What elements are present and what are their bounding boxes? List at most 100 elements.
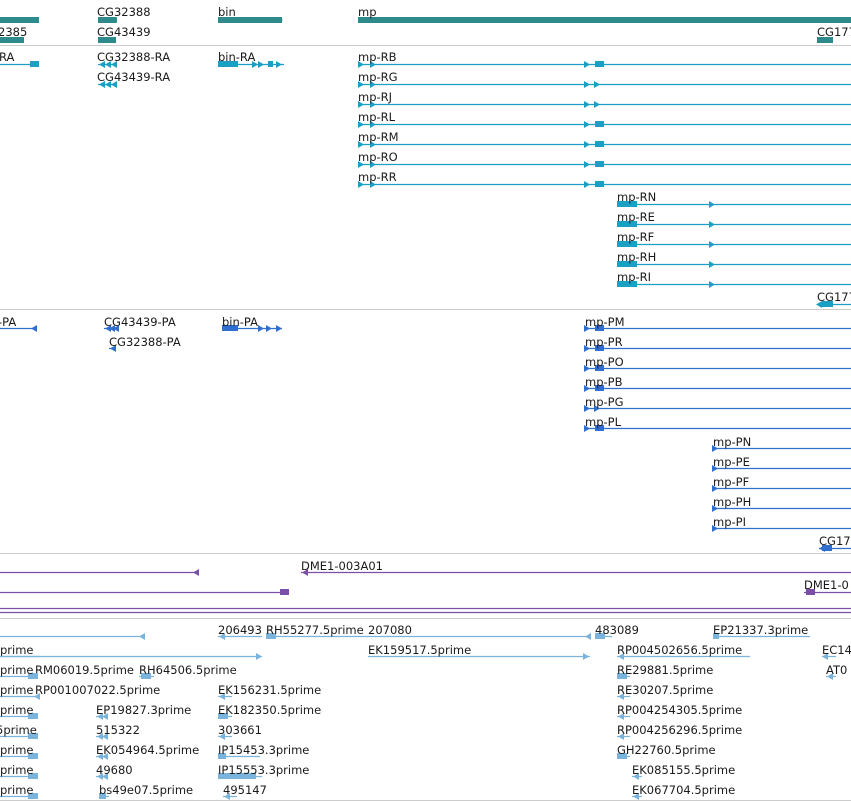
exon-block[interactable] bbox=[806, 589, 815, 595]
transcript-feature[interactable]: mp-RG bbox=[358, 70, 851, 88]
protein-feature[interactable]: mp-PI bbox=[712, 515, 851, 532]
protein-feature[interactable]: -PA bbox=[0, 315, 37, 332]
est-feature[interactable] bbox=[0, 633, 145, 640]
gene-feature[interactable]: mp bbox=[358, 5, 851, 23]
est-feature[interactable]: RE30207.5prime bbox=[617, 683, 713, 700]
est-feature[interactable]: prime bbox=[0, 683, 40, 700]
est-feature[interactable]: EK159517.5prime bbox=[368, 643, 590, 660]
exon-block[interactable] bbox=[218, 773, 256, 779]
exon-block[interactable] bbox=[99, 793, 106, 799]
est-feature[interactable]: prime bbox=[0, 663, 38, 679]
transcript-feature[interactable]: CG177 bbox=[816, 290, 851, 308]
exon-block[interactable] bbox=[595, 365, 604, 371]
gene-bar[interactable] bbox=[98, 17, 116, 23]
protein-feature[interactable]: mp-PN bbox=[712, 435, 851, 452]
protein-feature[interactable]: CG32388-PA bbox=[109, 335, 181, 352]
est-feature[interactable]: RP004254305.5prime bbox=[617, 703, 742, 720]
exon-block[interactable] bbox=[595, 141, 604, 147]
transcript-feature[interactable]: mp-RF bbox=[617, 230, 851, 248]
est-feature[interactable]: RM06019.5prime bbox=[0, 653, 262, 677]
est-feature[interactable]: 495147 bbox=[223, 783, 267, 800]
transcript-feature[interactable]: mp-RE bbox=[617, 210, 851, 228]
protein-feature[interactable]: bin-PA bbox=[222, 315, 282, 332]
transcript-feature[interactable]: mp-RL bbox=[358, 110, 851, 128]
est-feature[interactable]: IP15453.3prime bbox=[218, 743, 309, 759]
exon-block[interactable] bbox=[595, 633, 605, 639]
gene-feature[interactable]: 2385 bbox=[0, 17, 39, 43]
clone-feature[interactable] bbox=[0, 589, 289, 595]
protein-feature[interactable]: mp-PE bbox=[712, 455, 851, 472]
gene-bar[interactable] bbox=[358, 17, 851, 23]
protein-feature[interactable]: mp-PL bbox=[584, 415, 851, 432]
est-feature[interactable]: bs49e07.5prime bbox=[99, 783, 193, 799]
exon-block[interactable] bbox=[713, 633, 719, 639]
exon-block[interactable] bbox=[617, 221, 637, 227]
exon-block[interactable] bbox=[595, 61, 604, 67]
est-feature[interactable]: 483089 bbox=[595, 623, 639, 639]
est-feature[interactable]: EP19827.3prime bbox=[96, 703, 191, 720]
protein-feature[interactable]: mp-PM bbox=[584, 315, 851, 332]
exon-block[interactable] bbox=[595, 121, 604, 127]
est-feature[interactable]: RP001007022.5prime bbox=[35, 683, 160, 698]
exon-block[interactable] bbox=[617, 261, 637, 267]
exon-block[interactable] bbox=[280, 589, 289, 595]
exon-block[interactable] bbox=[218, 61, 238, 67]
est-feature[interactable]: 515322 bbox=[96, 723, 140, 740]
est-feature[interactable]: prime bbox=[0, 703, 38, 719]
exon-block[interactable] bbox=[28, 773, 38, 779]
transcript-feature[interactable]: CG43439-RA bbox=[97, 70, 170, 88]
protein-feature[interactable]: mp-PB bbox=[584, 375, 851, 392]
gene-bar[interactable] bbox=[817, 37, 833, 43]
transcript-feature[interactable]: mp-RR bbox=[358, 170, 851, 188]
est-feature[interactable]: EK085155.5prime bbox=[632, 763, 735, 780]
est-feature[interactable]: EK054964.5prime bbox=[96, 743, 199, 760]
protein-feature[interactable]: CG177 bbox=[819, 534, 851, 552]
transcript-feature[interactable]: mp-RH bbox=[617, 250, 851, 268]
gene-feature[interactable]: bin bbox=[218, 5, 283, 23]
est-feature[interactable]: IP15553.3prime bbox=[218, 763, 309, 779]
transcript-feature[interactable]: mp-RB bbox=[358, 50, 851, 68]
clone-feature[interactable]: DME1-0 bbox=[804, 578, 851, 595]
exon-block[interactable] bbox=[595, 181, 604, 187]
exon-block[interactable] bbox=[266, 633, 276, 639]
est-feature[interactable]: EP21337.3prime bbox=[713, 623, 810, 639]
exon-block[interactable] bbox=[141, 673, 151, 679]
gene-bar[interactable] bbox=[98, 37, 116, 43]
exon-block[interactable] bbox=[617, 753, 627, 759]
exon-block[interactable] bbox=[28, 713, 38, 719]
est-feature[interactable]: 5prime bbox=[0, 723, 38, 739]
est-feature[interactable]: RH55277.5prime bbox=[266, 623, 368, 639]
est-feature[interactable]: 49680 bbox=[96, 763, 133, 780]
exon-block[interactable] bbox=[595, 345, 604, 351]
exon-block[interactable] bbox=[218, 713, 228, 719]
est-feature[interactable]: EC14 bbox=[822, 643, 851, 660]
clone-feature[interactable]: DME1-003A01 bbox=[301, 559, 851, 576]
exon-block[interactable] bbox=[28, 733, 38, 739]
est-feature[interactable]: prime bbox=[0, 783, 38, 799]
transcript-feature[interactable]: mp-RM bbox=[358, 130, 851, 148]
exon-block[interactable] bbox=[617, 201, 637, 207]
est-feature[interactable]: RH64506.5prime bbox=[139, 663, 237, 679]
transcript-feature[interactable]: mp-RJ bbox=[358, 90, 851, 108]
gene-bar[interactable] bbox=[218, 17, 282, 23]
exon-block[interactable] bbox=[617, 673, 627, 679]
transcript-feature[interactable]: RA bbox=[0, 50, 39, 67]
est-feature[interactable]: prime bbox=[0, 763, 38, 779]
est-feature[interactable]: EK182350.5prime bbox=[218, 703, 321, 719]
transcript-feature[interactable]: mp-RO bbox=[358, 150, 851, 168]
est-feature[interactable]: 303661 bbox=[218, 723, 262, 740]
est-feature[interactable]: 207080 bbox=[368, 623, 591, 640]
protein-feature[interactable]: mp-PF bbox=[712, 475, 851, 492]
exon-block[interactable] bbox=[595, 325, 604, 331]
exon-block[interactable] bbox=[822, 545, 832, 551]
est-feature[interactable]: EK156231.5prime bbox=[218, 683, 321, 700]
gene-feature[interactable]: CG177 bbox=[817, 25, 851, 43]
exon-block[interactable] bbox=[595, 161, 604, 167]
gene-feature[interactable]: CG32388 bbox=[97, 5, 151, 23]
transcript-feature[interactable]: bin-RA bbox=[218, 50, 284, 68]
est-feature[interactable]: RP004502656.5prime bbox=[617, 643, 750, 660]
exon-block[interactable] bbox=[595, 425, 604, 431]
est-feature[interactable]: prime bbox=[0, 743, 38, 759]
exon-block[interactable] bbox=[822, 301, 833, 307]
gene-feature[interactable]: CG43439 bbox=[97, 25, 151, 43]
